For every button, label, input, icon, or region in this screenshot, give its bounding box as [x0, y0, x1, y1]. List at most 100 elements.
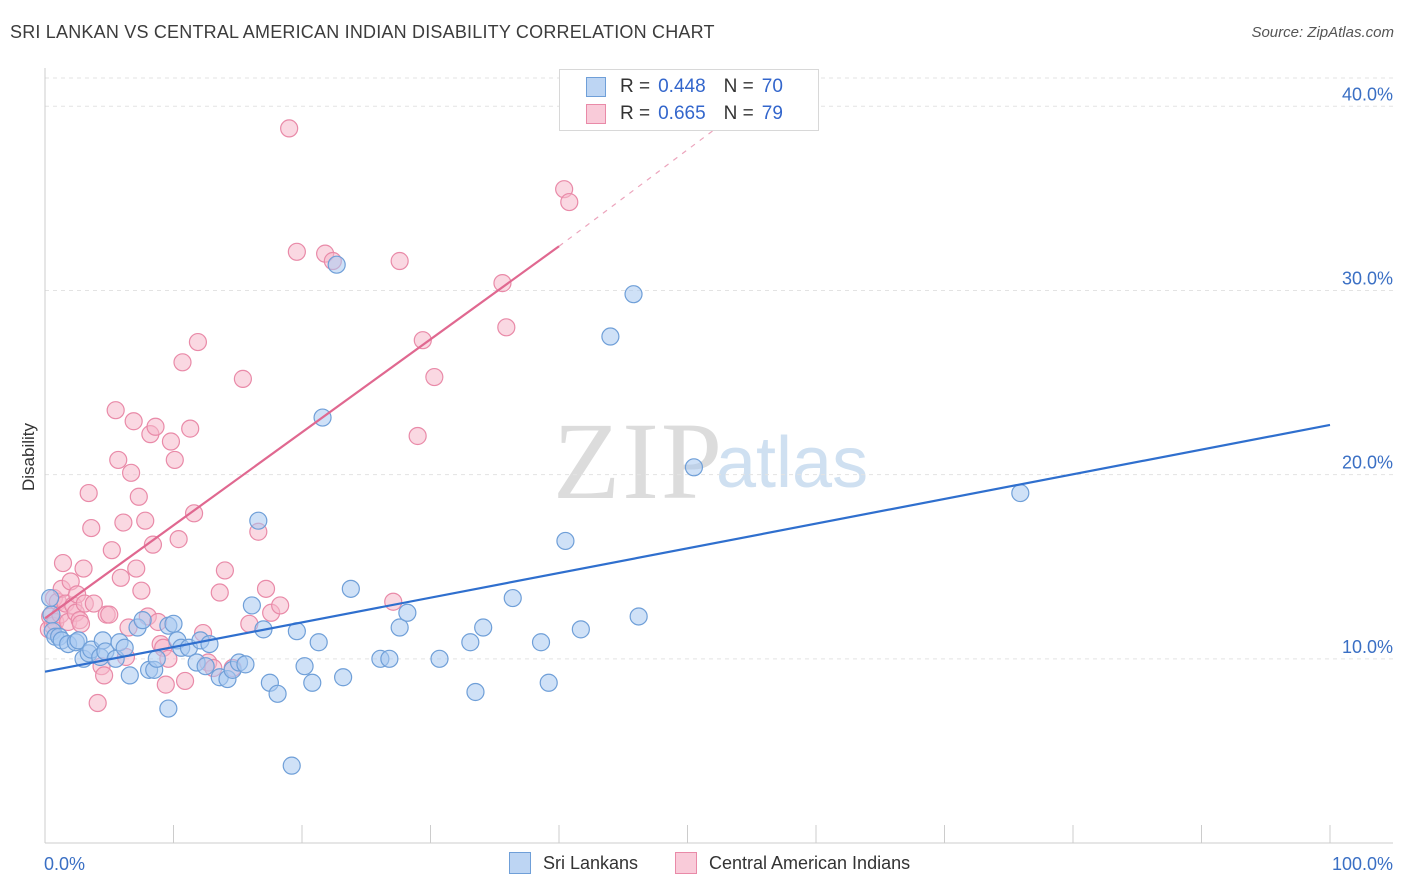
data-point: [242, 596, 261, 615]
data-point: [159, 699, 178, 718]
bottom-legend-swatch-blue: [509, 852, 531, 874]
data-point: [556, 531, 575, 551]
data-point: [111, 568, 130, 587]
data-point: [95, 666, 114, 685]
correlation-legend: R = 0.448 N = 70 R = 0.665 N = 79: [559, 69, 819, 131]
data-point: [327, 255, 346, 274]
data-point: [390, 251, 409, 271]
data-point: [121, 463, 141, 482]
data-point: [295, 657, 314, 676]
bottom-legend-label: Sri Lankans: [543, 852, 639, 873]
data-point: [384, 592, 403, 611]
data-point: [430, 649, 449, 668]
grid-lines: [45, 77, 1393, 660]
legend-swatch-pink: [586, 104, 606, 124]
data-point: [425, 367, 444, 387]
data-point: [474, 618, 493, 637]
data-point: [109, 450, 128, 470]
data-point: [53, 553, 73, 573]
data-point: [133, 611, 152, 630]
data-point: [282, 756, 301, 775]
data-point: [309, 633, 328, 652]
data-point: [188, 332, 208, 352]
y-tick-label: 30.0%: [1342, 268, 1393, 288]
data-point: [173, 353, 192, 372]
data-point: [684, 458, 704, 477]
data-point: [624, 285, 643, 304]
legend-r-value: 0.448: [658, 76, 706, 97]
x-tick-label: 100.0%: [1332, 854, 1393, 874]
data-point: [413, 331, 432, 350]
data-point: [161, 432, 181, 451]
data-point: [106, 401, 125, 420]
data-point: [164, 614, 183, 633]
data-point: [165, 450, 184, 470]
data-point: [1011, 483, 1030, 503]
data-point: [132, 581, 151, 600]
data-point: [124, 412, 143, 431]
legend-row-sri-lankans: R = 0.448 N = 70: [586, 74, 783, 100]
data-point: [74, 559, 93, 578]
data-point: [146, 417, 165, 436]
legend-n-label: N =: [723, 103, 754, 124]
data-point: [143, 535, 163, 554]
data-point: [503, 588, 522, 608]
y-axis-label: Disability: [19, 422, 38, 491]
x-tick-label: 0.0%: [44, 854, 85, 874]
y-tick-label: 10.0%: [1342, 637, 1393, 657]
data-point: [233, 369, 252, 388]
data-point: [571, 620, 590, 639]
data-point: [79, 483, 98, 503]
data-point: [129, 487, 148, 506]
data-point: [169, 530, 188, 549]
axes: [44, 68, 1393, 844]
data-point: [184, 504, 204, 523]
data-point: [41, 588, 60, 608]
data-point: [236, 655, 255, 674]
trend-lines: [44, 105, 1331, 673]
data-point: [268, 684, 287, 703]
data-point: [493, 274, 512, 293]
legend-r-value: 0.665: [658, 103, 706, 124]
data-point: [497, 318, 516, 337]
legend-row-central-american-indians: R = 0.665 N = 79: [586, 101, 783, 127]
data-point: [629, 607, 648, 626]
data-point: [69, 631, 88, 650]
watermark-atlas: atlas: [716, 423, 869, 503]
legend-r-label: R =: [620, 103, 651, 124]
data-point: [100, 605, 119, 624]
data-point: [84, 594, 103, 613]
legend-n-value: 79: [761, 103, 783, 124]
data-point: [210, 583, 229, 602]
data-point: [115, 638, 134, 657]
trend-line: [44, 245, 560, 620]
data-point: [102, 541, 121, 560]
data-point: [280, 119, 299, 138]
data-point: [196, 657, 215, 676]
data-point: [71, 614, 91, 633]
chart-title: SRI LANKAN VS CENTRAL AMERICAN INDIAN DI…: [10, 22, 715, 42]
data-point: [82, 518, 101, 538]
data-point: [175, 671, 195, 691]
data-point: [461, 633, 480, 652]
data-point: [539, 673, 558, 692]
bottom-legend-swatch-pink: [675, 852, 697, 874]
data-point: [249, 511, 268, 530]
data-point: [215, 561, 234, 580]
data-point: [398, 603, 417, 622]
data-point: [560, 192, 579, 212]
data-point: [127, 559, 146, 578]
data-point: [303, 673, 322, 692]
data-point: [601, 327, 620, 346]
data-point: [156, 675, 175, 694]
axis-labels: 10.0% 20.0% 30.0% 40.0% 0.0% 100.0% Disability: [19, 84, 1393, 874]
data-point: [531, 633, 551, 652]
data-point: [380, 649, 399, 668]
bottom-legend-central-american-indians: Central American Indians: [675, 852, 910, 874]
y-tick-label: 20.0%: [1342, 453, 1393, 473]
bottom-legend-label: Central American Indians: [709, 852, 911, 873]
data-point: [181, 419, 200, 438]
data-point: [114, 513, 133, 532]
y-tick-label: 40.0%: [1342, 84, 1393, 104]
legend-n-label: N =: [723, 76, 754, 97]
